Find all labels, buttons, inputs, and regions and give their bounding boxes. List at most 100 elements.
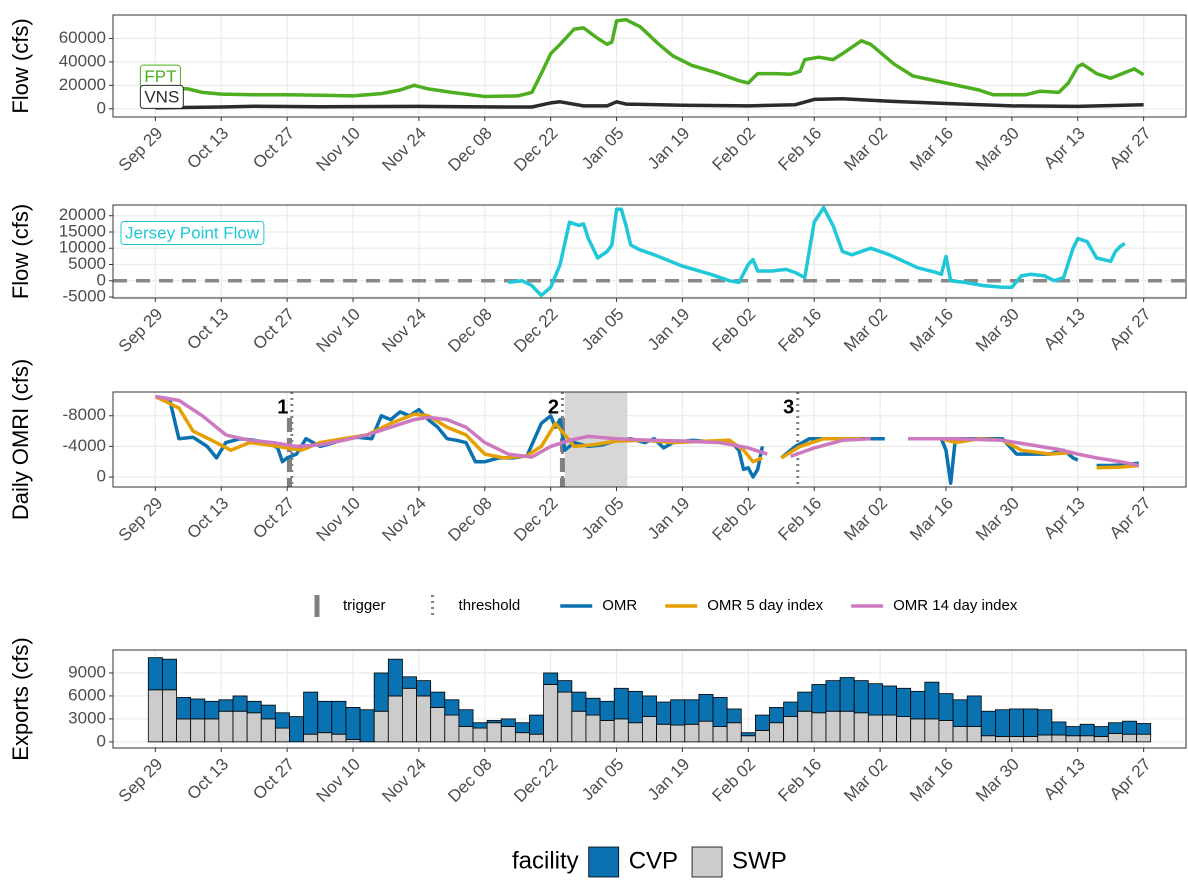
bar-segment	[289, 716, 304, 743]
bar-segment	[627, 722, 643, 743]
y-axis-label: Exports (cfs)	[8, 637, 33, 760]
plot-area	[154, 392, 1140, 487]
bar-segment	[613, 718, 629, 743]
bar-segment	[839, 677, 855, 712]
x-tick-label: Jan 05	[578, 124, 628, 174]
y-tick-label: -5000	[63, 287, 106, 306]
bar-segment	[1009, 736, 1025, 743]
bar-segment	[642, 695, 657, 718]
bar-segment	[317, 700, 333, 734]
x-tick-label: Mar 30	[972, 755, 1023, 806]
x-tick-label: Oct 13	[183, 494, 232, 543]
legend-label: SWP	[732, 847, 787, 874]
bar-segment	[472, 722, 488, 729]
x-tick-label: Mar 02	[840, 755, 891, 806]
x-tick-label: Mar 16	[906, 305, 957, 356]
bar-segment	[529, 733, 545, 743]
bar-segment	[1051, 721, 1067, 736]
x-tick-label: Jan 19	[644, 494, 694, 544]
bar-segment	[910, 690, 926, 720]
bar-segment	[656, 701, 672, 725]
x-tick-label: Sep 29	[115, 494, 167, 546]
x-tick-label: Dec 08	[444, 494, 496, 546]
bar-segment	[260, 718, 276, 743]
y-tick-label: 40000	[59, 51, 106, 70]
legend-key	[588, 846, 620, 878]
bar-segment	[317, 732, 333, 743]
series-label: VNS	[139, 84, 184, 109]
bar-segment	[825, 680, 841, 712]
bar-segment	[274, 712, 290, 729]
bar-segment	[1136, 723, 1152, 735]
bar-segment	[232, 695, 248, 712]
bar-segment	[938, 720, 954, 743]
bar-segment	[684, 723, 700, 743]
bar-segment	[1107, 722, 1123, 734]
y-tick-label: 20000	[59, 75, 106, 94]
bar-segment	[416, 680, 432, 697]
x-tick-label: Oct 13	[183, 755, 232, 804]
bar-segment	[882, 714, 897, 743]
x-tick-label: Nov 24	[378, 305, 430, 357]
panel: Sep 29 Oct 13 Oct 27 Nov 10 Nov 24 Dec 08 Dec …	[8, 637, 1187, 878]
bar-segment	[1023, 708, 1039, 737]
bar-segment	[500, 718, 516, 727]
bar-segment	[430, 707, 446, 743]
bar-segment	[882, 685, 897, 716]
x-tick-label: Jan 05	[578, 305, 628, 355]
bar-segment	[176, 718, 192, 743]
bar-segment	[444, 714, 460, 743]
bar-segment	[811, 684, 827, 714]
plot-border	[112, 14, 1187, 118]
x-tick-label: Nov 10	[312, 305, 364, 357]
series-line	[155, 17, 1145, 99]
legend-label: CVP	[629, 847, 678, 874]
legend-key	[691, 846, 723, 878]
x-tick-label: Feb 16	[774, 755, 825, 806]
y-tick-label: 60000	[59, 28, 106, 47]
bar-segment	[416, 695, 432, 743]
legend: facility CVP SWP	[512, 846, 787, 878]
bar-segment	[331, 733, 347, 743]
series-label-text: Jersey Point Flow	[125, 223, 260, 242]
bar-segment	[430, 691, 446, 708]
bar-segment	[1023, 736, 1039, 743]
y-tick-label: -4000	[63, 436, 106, 455]
x-tick-label: Feb 02	[708, 494, 759, 545]
bar-segment	[1122, 720, 1137, 735]
x-tick-label: Apr 13	[1040, 755, 1089, 804]
x-tick-label: Dec 22	[510, 494, 562, 546]
bar-segment	[402, 676, 417, 689]
x-tick-label: Feb 02	[708, 124, 759, 175]
bar-segment	[543, 672, 559, 685]
bar-segment	[500, 726, 516, 743]
bar-segment	[896, 716, 912, 743]
plot-area	[113, 205, 1186, 298]
bar-segment	[571, 691, 587, 712]
bar-segment	[627, 690, 643, 724]
bar-segment	[345, 707, 361, 740]
bar-segment	[162, 689, 177, 743]
plot-border	[112, 391, 1187, 488]
bar-segment	[260, 704, 276, 720]
bar-segment	[218, 710, 234, 743]
x-tick-label: Apr 27	[1106, 755, 1155, 804]
y-tick-label: -8000	[63, 405, 106, 424]
x-tick-label: Dec 08	[444, 124, 496, 176]
x-tick-label: Mar 16	[906, 494, 957, 545]
series-label-box	[120, 220, 265, 245]
y-tick-label: 3000	[68, 708, 106, 727]
bar-segment	[387, 695, 403, 743]
bar-segment	[769, 707, 785, 724]
bar-segment	[670, 724, 686, 743]
legend: trigger threshold OMR OMR 5 day index OMR 14…	[314, 595, 1018, 617]
bar-segment	[585, 697, 601, 716]
panel: Sep 29 Oct 13 Oct 27 Nov 10 Nov 24 Dec 08 Dec …	[8, 359, 1187, 617]
bar-segment	[402, 687, 417, 743]
x-tick-label: Mar 16	[906, 755, 957, 806]
bar-segment	[359, 709, 375, 743]
x-tick-label: Mar 30	[972, 494, 1023, 545]
bar-segment	[995, 736, 1010, 743]
bar-segment	[1079, 735, 1095, 743]
bar-segment	[514, 722, 530, 734]
